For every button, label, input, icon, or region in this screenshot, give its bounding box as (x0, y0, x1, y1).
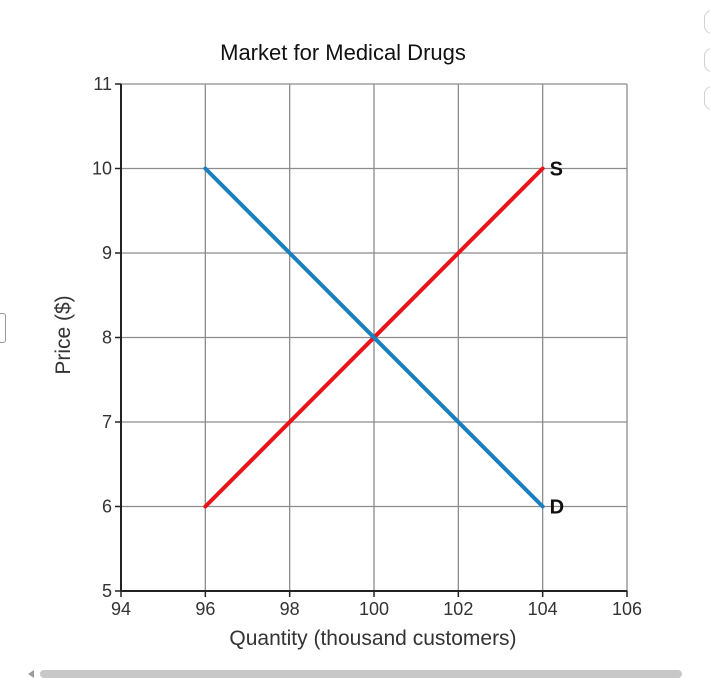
y-tick-label: 7 (102, 412, 112, 432)
y-tick-label: 6 (102, 497, 112, 517)
y-tick-label: 9 (102, 243, 112, 263)
right-panel-handle-2[interactable] (704, 48, 710, 72)
left-panel-handle[interactable] (0, 313, 6, 343)
y-tick-label: 8 (102, 328, 112, 348)
x-tick-label: 102 (443, 599, 473, 619)
x-axis-title: Quantity (thousand customers) (229, 627, 516, 650)
x-tick-label: 96 (195, 599, 215, 619)
y-tick-labels: 5 6 7 8 9 10 11 (92, 74, 112, 601)
series-d-label: D (550, 497, 564, 519)
x-tick-label: 94 (111, 599, 131, 619)
chart-title: Market for Medical Drugs (220, 40, 466, 65)
right-panel-handle-3[interactable] (704, 86, 710, 110)
y-tick-label: 10 (92, 159, 112, 179)
series-s-label: S (550, 159, 563, 181)
x-tick-label: 100 (359, 599, 389, 619)
y-tick-label: 5 (102, 581, 112, 601)
y-tick-label: 11 (93, 74, 112, 94)
x-tick-label: 104 (528, 599, 558, 619)
series-group: SD (203, 159, 564, 519)
scroll-left-arrow-icon[interactable] (28, 670, 34, 678)
x-tick-label: 106 (612, 599, 642, 619)
series-d-line (203, 166, 545, 509)
right-panel-handle-1[interactable] (704, 10, 710, 34)
x-tick-labels: 94 96 98 100 102 104 106 (111, 599, 642, 619)
y-axis-title: Price ($) (52, 295, 75, 374)
x-tick-label: 98 (280, 599, 300, 619)
axes (115, 83, 628, 597)
horizontal-scrollbar[interactable] (40, 670, 682, 678)
